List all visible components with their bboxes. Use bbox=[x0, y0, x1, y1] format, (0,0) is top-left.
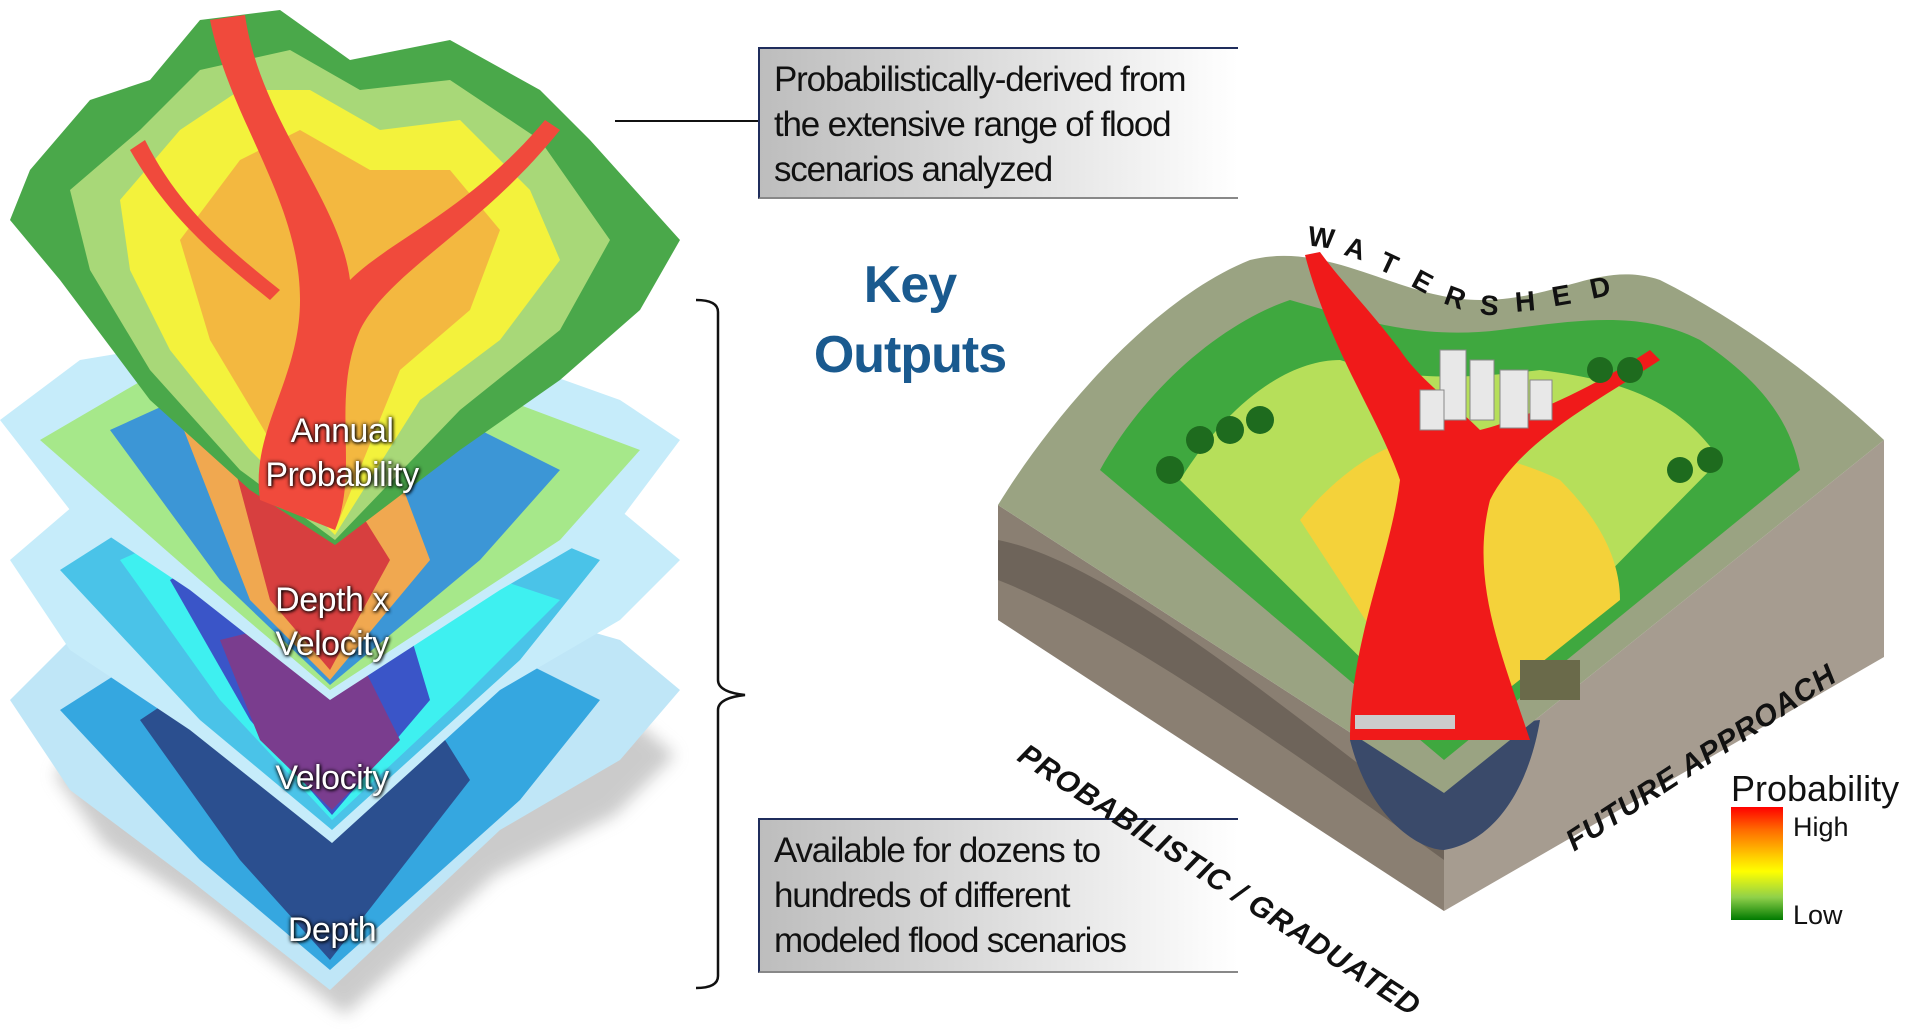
connectors bbox=[615, 120, 758, 990]
watershed-letter: W bbox=[1306, 220, 1337, 255]
watershed-block-diagram bbox=[998, 252, 1884, 911]
annual-probability-layer bbox=[10, 10, 680, 545]
layer-label-annual-probability: Annual Probability bbox=[212, 409, 472, 497]
callout-top: Probabilistically-derived from the exten… bbox=[758, 47, 1238, 199]
heading-line: Outputs bbox=[813, 326, 1007, 384]
watershed-letter: A bbox=[1340, 230, 1370, 267]
callout-line: the extensive range of flood bbox=[774, 105, 1172, 144]
callout-line: hundreds of different bbox=[774, 876, 1070, 915]
right-face bbox=[1444, 440, 1884, 911]
watershed-letter: T bbox=[1374, 245, 1404, 282]
layer-label-depth: Depth bbox=[287, 911, 377, 949]
callout-line: scenarios analyzed bbox=[774, 150, 1053, 189]
callout-bottom: Available for dozens to hundreds of diff… bbox=[758, 818, 1238, 973]
callout-line: Probabilistically-derived from bbox=[774, 60, 1187, 99]
watershed-letter: E bbox=[1549, 278, 1574, 313]
key-outputs-heading: Key Outputs bbox=[780, 250, 1040, 390]
watershed-letter: S bbox=[1478, 289, 1501, 322]
legend-color-ramp bbox=[1731, 807, 1783, 920]
label-line: Depth x bbox=[275, 581, 389, 619]
watershed-letter: D bbox=[1586, 270, 1614, 305]
heading-line: Key bbox=[863, 256, 957, 314]
layer-label-depth-velocity: Depth x Velocity bbox=[202, 578, 462, 666]
callout-line: modeled flood scenarios bbox=[774, 921, 1127, 960]
layered-maps bbox=[0, 10, 680, 1015]
legend-title: Probability bbox=[1731, 768, 1900, 809]
legend-high-label: High bbox=[1793, 812, 1849, 842]
bracket bbox=[695, 298, 746, 990]
legend-low-label: Low bbox=[1793, 900, 1843, 930]
label-line: Velocity bbox=[275, 625, 389, 663]
watershed-letter: E bbox=[1407, 263, 1439, 300]
watershed-letter: R bbox=[1440, 279, 1471, 316]
label-line: Probability bbox=[265, 456, 419, 494]
watershed-letter: H bbox=[1513, 285, 1537, 318]
callout-line: Available for dozens to bbox=[774, 831, 1101, 870]
label-line: Annual bbox=[290, 412, 394, 450]
layer-label-velocity: Velocity bbox=[275, 759, 389, 797]
